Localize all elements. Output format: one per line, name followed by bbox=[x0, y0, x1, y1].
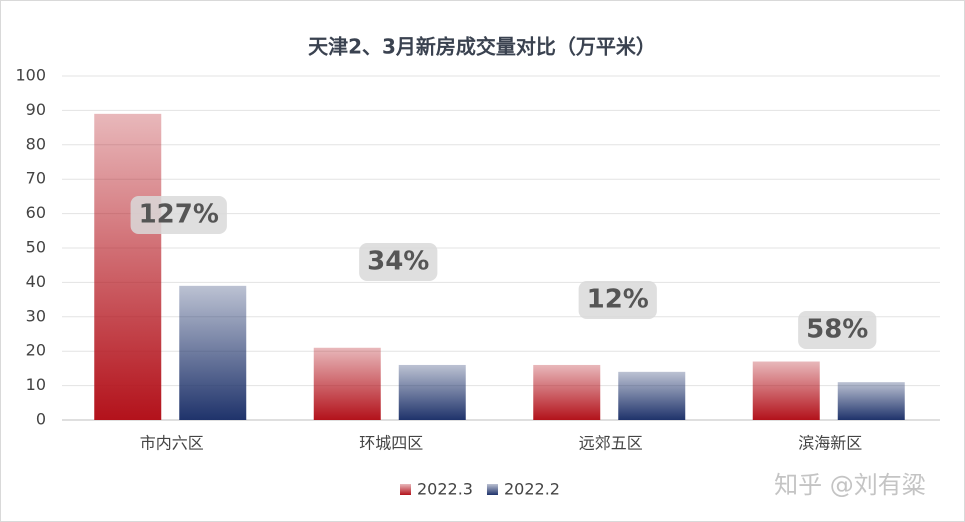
annotation-box bbox=[359, 243, 438, 281]
annotation-label: 34% bbox=[367, 247, 429, 277]
x-tick-label: 远郊五区 bbox=[579, 434, 643, 453]
chart-title: 天津2、3月新房成交量对比（万平米） bbox=[308, 35, 656, 59]
bar bbox=[94, 113, 162, 420]
legend-label: 2022.2 bbox=[504, 480, 560, 499]
legend-swatch bbox=[486, 484, 498, 495]
y-tick-label: 100 bbox=[15, 66, 46, 85]
y-tick-label: 20 bbox=[26, 341, 46, 360]
x-tick-label: 市内六区 bbox=[140, 434, 204, 453]
y-tick-label: 30 bbox=[26, 306, 46, 325]
y-tick-label: 0 bbox=[36, 410, 46, 429]
annotation-label: 58% bbox=[806, 315, 868, 345]
legend-swatch bbox=[400, 484, 411, 495]
annotation: 58% bbox=[798, 311, 877, 349]
annotation-box bbox=[130, 196, 227, 234]
annotation-label: 12% bbox=[587, 285, 649, 315]
x-tick-label: 环城四区 bbox=[359, 434, 423, 453]
annotation-box bbox=[798, 311, 877, 349]
bar bbox=[533, 364, 601, 420]
y-tick-label: 90 bbox=[26, 100, 46, 119]
bar bbox=[752, 361, 820, 420]
y-tick-label: 40 bbox=[26, 272, 46, 291]
bar bbox=[618, 371, 686, 420]
legend-label: 2022.3 bbox=[417, 480, 473, 499]
annotation-label: 127% bbox=[139, 200, 219, 230]
y-tick-label: 60 bbox=[26, 203, 46, 222]
annotation: 12% bbox=[578, 281, 657, 319]
annotation: 34% bbox=[359, 243, 438, 281]
y-tick-label: 10 bbox=[26, 375, 46, 394]
y-tick-label: 50 bbox=[26, 238, 46, 257]
watermark: 知乎 @刘有粱 bbox=[774, 471, 926, 499]
bar bbox=[398, 364, 466, 420]
y-tick-label: 80 bbox=[26, 134, 46, 153]
bar bbox=[313, 347, 381, 420]
bar bbox=[837, 382, 905, 420]
annotation: 127% bbox=[130, 196, 227, 234]
x-tick-label: 滨海新区 bbox=[798, 434, 862, 453]
annotation-box bbox=[578, 281, 657, 319]
y-tick-label: 70 bbox=[26, 169, 46, 188]
bar bbox=[179, 285, 247, 420]
